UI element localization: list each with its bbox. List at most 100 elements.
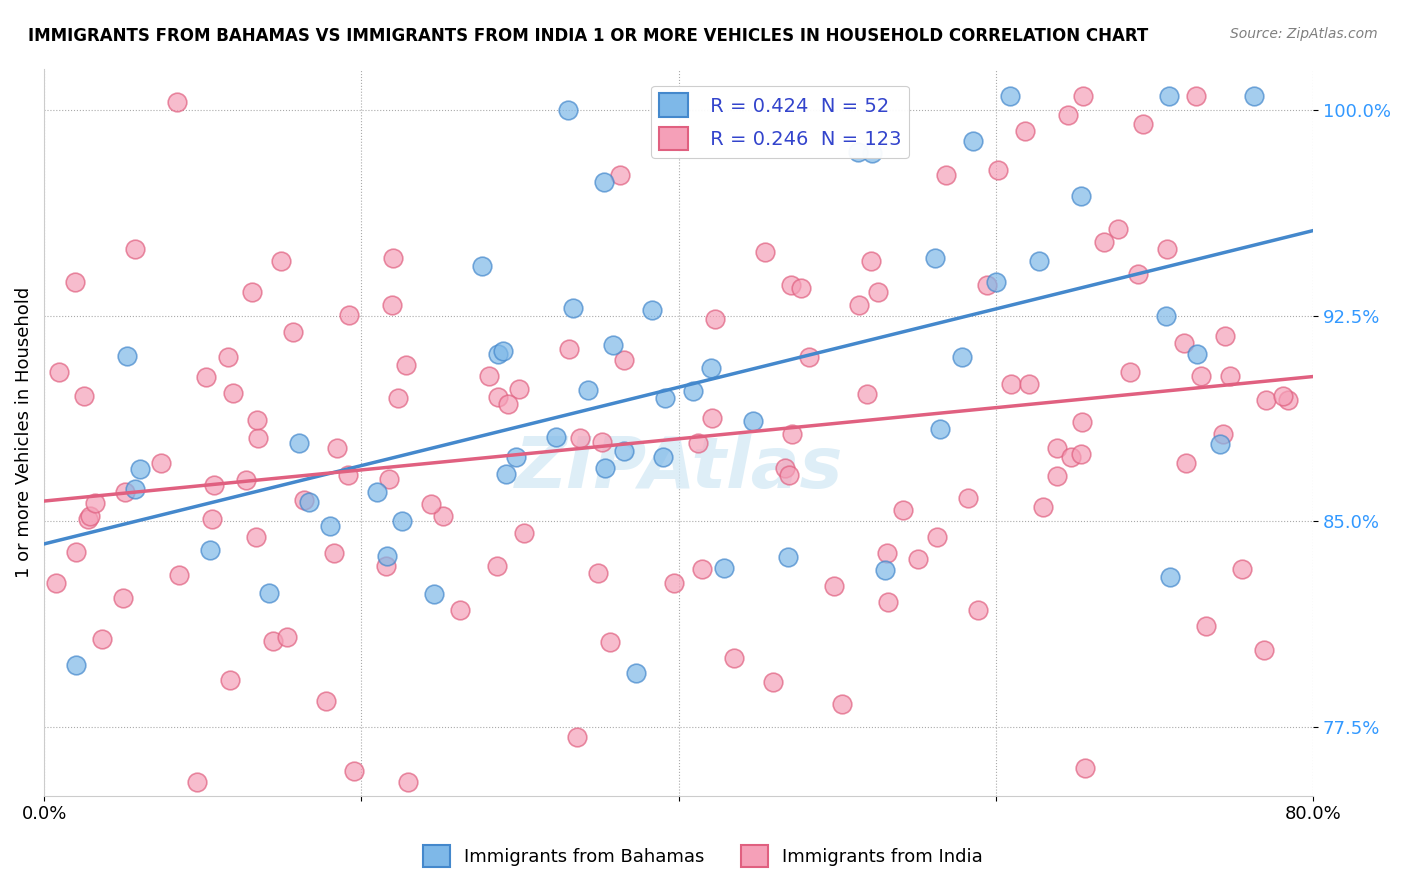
Immigrants from India: [588, 566, 610, 581]
Immigrants from Bahamas: [391, 514, 413, 528]
Immigrants from Bahamas: [1159, 570, 1181, 584]
Immigrants from India: [374, 558, 396, 573]
Immigrants from India: [599, 635, 621, 649]
Immigrants from India: [111, 591, 134, 605]
Immigrants from India: [907, 552, 929, 566]
Immigrants from Bahamas: [962, 134, 984, 148]
Immigrants from Bahamas: [1209, 437, 1232, 451]
Immigrants from India: [1119, 365, 1142, 379]
Immigrants from Bahamas: [1154, 310, 1177, 324]
Immigrants from Bahamas: [984, 276, 1007, 290]
Immigrants from India: [486, 390, 509, 404]
Immigrants from India: [1132, 117, 1154, 131]
Immigrants from India: [967, 603, 990, 617]
Immigrants from India: [1230, 562, 1253, 576]
Immigrants from India: [124, 242, 146, 256]
Immigrants from India: [169, 568, 191, 582]
Text: Source: ZipAtlas.com: Source: ZipAtlas.com: [1230, 27, 1378, 41]
Immigrants from India: [395, 358, 418, 372]
Immigrants from India: [1272, 389, 1295, 403]
Immigrants from Bahamas: [557, 103, 579, 117]
Immigrants from India: [662, 576, 685, 591]
Immigrants from India: [780, 277, 803, 292]
Immigrants from India: [323, 545, 346, 559]
Immigrants from India: [326, 441, 349, 455]
Immigrants from India: [76, 512, 98, 526]
Immigrants from India: [449, 603, 471, 617]
Immigrants from India: [222, 386, 245, 401]
Immigrants from India: [48, 365, 70, 379]
Text: ZIPAtlas: ZIPAtlas: [515, 434, 844, 503]
Immigrants from India: [567, 730, 589, 744]
Immigrants from India: [378, 472, 401, 486]
Immigrants from Bahamas: [1159, 89, 1181, 103]
Immigrants from Bahamas: [928, 422, 950, 436]
Immigrants from India: [859, 254, 882, 268]
Immigrants from India: [315, 694, 337, 708]
Immigrants from India: [558, 343, 581, 357]
Legend: Immigrants from Bahamas, Immigrants from India: Immigrants from Bahamas, Immigrants from…: [416, 838, 990, 874]
Immigrants from India: [186, 775, 208, 789]
Immigrants from India: [1018, 377, 1040, 392]
Immigrants from India: [1046, 441, 1069, 455]
Immigrants from India: [276, 630, 298, 644]
Immigrants from Bahamas: [65, 657, 87, 672]
Immigrants from India: [1256, 392, 1278, 407]
Immigrants from India: [114, 484, 136, 499]
Immigrants from India: [419, 497, 441, 511]
Immigrants from India: [396, 775, 419, 789]
Immigrants from India: [823, 579, 845, 593]
Immigrants from India: [1000, 376, 1022, 391]
Immigrants from India: [761, 675, 783, 690]
Immigrants from Bahamas: [875, 563, 897, 577]
Immigrants from India: [1156, 242, 1178, 256]
Immigrants from India: [218, 673, 240, 687]
Immigrants from Bahamas: [495, 467, 517, 481]
Immigrants from India: [1071, 89, 1094, 103]
Immigrants from Bahamas: [319, 519, 342, 533]
Immigrants from India: [613, 352, 636, 367]
Immigrants from Bahamas: [298, 495, 321, 509]
Immigrants from Bahamas: [700, 361, 723, 376]
Immigrants from India: [1057, 108, 1080, 122]
Immigrants from India: [773, 461, 796, 475]
Immigrants from India: [337, 468, 360, 483]
Immigrants from Bahamas: [641, 302, 664, 317]
Immigrants from India: [343, 764, 366, 778]
Immigrants from Bahamas: [115, 350, 138, 364]
Immigrants from India: [797, 350, 820, 364]
Immigrants from Bahamas: [654, 391, 676, 405]
Immigrants from India: [1074, 761, 1097, 775]
Immigrants from India: [856, 386, 879, 401]
Immigrants from India: [63, 275, 86, 289]
Immigrants from India: [935, 169, 957, 183]
Immigrants from India: [876, 546, 898, 560]
Immigrants from Bahamas: [561, 301, 583, 315]
Immigrants from India: [754, 245, 776, 260]
Immigrants from India: [780, 426, 803, 441]
Immigrants from Bahamas: [471, 259, 494, 273]
Immigrants from Bahamas: [924, 251, 946, 265]
Immigrants from Bahamas: [375, 549, 398, 563]
Immigrants from India: [868, 285, 890, 299]
Immigrants from India: [240, 285, 263, 299]
Immigrants from India: [609, 168, 631, 182]
Immigrants from India: [1092, 235, 1115, 250]
Immigrants from India: [513, 526, 536, 541]
Immigrants from India: [1014, 123, 1036, 137]
Immigrants from India: [1189, 368, 1212, 383]
Immigrants from Bahamas: [486, 347, 509, 361]
Immigrants from India: [723, 651, 745, 665]
Immigrants from Bahamas: [124, 482, 146, 496]
Immigrants from India: [1174, 456, 1197, 470]
Immigrants from India: [73, 389, 96, 403]
Immigrants from India: [79, 508, 101, 523]
Immigrants from Bahamas: [595, 460, 617, 475]
Immigrants from India: [987, 162, 1010, 177]
Immigrants from India: [246, 431, 269, 445]
Immigrants from Bahamas: [492, 344, 515, 359]
Immigrants from India: [1071, 415, 1094, 429]
Immigrants from India: [200, 512, 222, 526]
Immigrants from Bahamas: [576, 383, 599, 397]
Immigrants from Bahamas: [613, 444, 636, 458]
